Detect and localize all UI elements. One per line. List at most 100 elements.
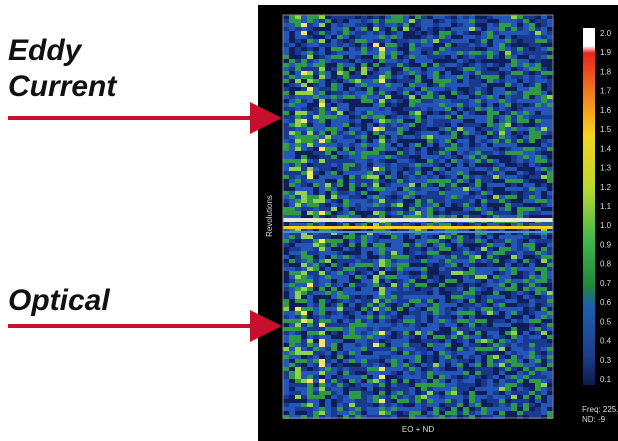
- heat-cell: [289, 107, 295, 111]
- heat-cell: [325, 315, 331, 319]
- heat-cell: [313, 399, 319, 403]
- heat-cell: [379, 351, 385, 355]
- heat-cell: [391, 263, 397, 267]
- heat-cell: [313, 203, 319, 207]
- heat-cell: [493, 63, 499, 67]
- heat-cell: [307, 211, 313, 215]
- heat-cell: [535, 291, 541, 295]
- heat-cell: [289, 363, 295, 367]
- heat-cell: [373, 99, 379, 103]
- heat-cell: [379, 31, 385, 35]
- heat-cell: [457, 259, 463, 263]
- heat-cell: [325, 87, 331, 91]
- heat-cell: [301, 27, 307, 31]
- heat-cell: [355, 239, 361, 243]
- heat-cell: [355, 163, 361, 167]
- heat-cell: [319, 359, 325, 363]
- heat-cell: [529, 51, 535, 55]
- heat-cell: [463, 407, 469, 411]
- heat-cell: [343, 123, 349, 127]
- heat-cell: [529, 283, 535, 287]
- heat-cell: [313, 79, 319, 83]
- heat-cell: [427, 31, 433, 35]
- heat-cell: [433, 255, 439, 259]
- heat-cell: [499, 171, 505, 175]
- heat-cell: [517, 279, 523, 283]
- heat-cell: [499, 139, 505, 143]
- heat-cell: [463, 355, 469, 359]
- heat-cell: [511, 243, 517, 247]
- heat-cell: [481, 283, 487, 287]
- heat-cell: [457, 59, 463, 63]
- heat-cell: [313, 395, 319, 399]
- heat-cell: [523, 387, 529, 391]
- heat-cell: [547, 35, 553, 39]
- heat-cell: [427, 131, 433, 135]
- heat-cell: [457, 119, 463, 123]
- heat-cell: [361, 175, 367, 179]
- heat-cell: [457, 331, 463, 335]
- heat-cell: [445, 35, 451, 39]
- heat-cell: [403, 291, 409, 295]
- heat-cell: [325, 343, 331, 347]
- heat-cell: [325, 159, 331, 163]
- heat-cell: [361, 155, 367, 159]
- heat-cell: [421, 23, 427, 27]
- heat-cell: [349, 311, 355, 315]
- heat-cell: [295, 335, 301, 339]
- heat-cell: [325, 347, 331, 351]
- heat-cell: [427, 371, 433, 375]
- heat-cell: [349, 243, 355, 247]
- heat-cell: [367, 111, 373, 115]
- heat-cell: [475, 95, 481, 99]
- heat-cell: [409, 343, 415, 347]
- heat-cell: [445, 315, 451, 319]
- heat-cell: [535, 55, 541, 59]
- heat-cell: [385, 263, 391, 267]
- heat-cell: [517, 171, 523, 175]
- heat-cell: [487, 167, 493, 171]
- heat-cell: [475, 319, 481, 323]
- heat-cell: [535, 395, 541, 399]
- heat-cell: [469, 291, 475, 295]
- heat-cell: [505, 403, 511, 407]
- heat-cell: [433, 131, 439, 135]
- heat-cell: [421, 87, 427, 91]
- heat-cell: [457, 339, 463, 343]
- heat-cell: [397, 235, 403, 239]
- heat-cell: [463, 115, 469, 119]
- heat-cell: [301, 103, 307, 107]
- heat-cell: [541, 99, 547, 103]
- heat-cell: [391, 415, 397, 419]
- heat-cell: [331, 187, 337, 191]
- heat-cell: [331, 123, 337, 127]
- heat-cell: [517, 415, 523, 419]
- heat-cell: [355, 367, 361, 371]
- heat-cell: [439, 383, 445, 387]
- heat-cell: [427, 119, 433, 123]
- heat-cell: [469, 343, 475, 347]
- heat-cell: [457, 363, 463, 367]
- heat-cell: [535, 67, 541, 71]
- heat-cell: [439, 407, 445, 411]
- heat-cell: [295, 23, 301, 27]
- heat-cell: [421, 127, 427, 131]
- heat-cell: [511, 39, 517, 43]
- heat-cell: [349, 295, 355, 299]
- heat-cell: [541, 211, 547, 215]
- heat-cell: [505, 211, 511, 215]
- heat-cell: [295, 143, 301, 147]
- heat-cell: [481, 51, 487, 55]
- heat-cell: [331, 379, 337, 383]
- heat-cell: [493, 107, 499, 111]
- heat-cell: [301, 195, 307, 199]
- heat-cell: [421, 147, 427, 151]
- heat-cell: [361, 15, 367, 19]
- heat-cell: [367, 67, 373, 71]
- heat-cell: [457, 295, 463, 299]
- heat-cell: [331, 243, 337, 247]
- heat-cell: [517, 311, 523, 315]
- heat-cell: [295, 379, 301, 383]
- heat-cell: [421, 383, 427, 387]
- heat-cell: [445, 75, 451, 79]
